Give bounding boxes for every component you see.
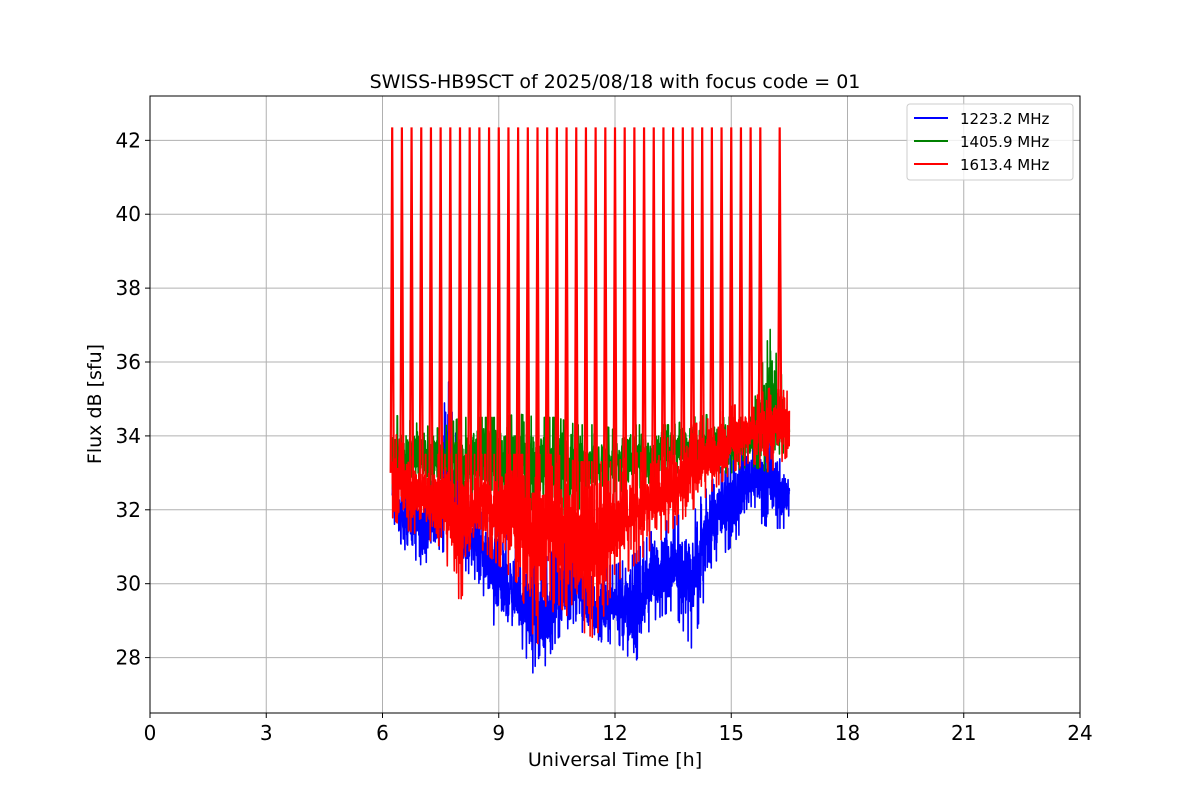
series-spike [399, 127, 405, 486]
series-spike [486, 127, 492, 506]
x-tick-label: 6 [376, 721, 389, 745]
series-spike [728, 127, 734, 440]
series-2 [389, 127, 791, 645]
x-tick-label: 9 [492, 721, 505, 745]
legend-label: 1223.2 MHz [960, 110, 1049, 128]
series-spike [612, 127, 618, 523]
series-spike [602, 127, 608, 537]
series-spike [573, 127, 579, 545]
series-spike [718, 127, 725, 447]
series-spike [476, 127, 482, 501]
series-spike [709, 127, 715, 455]
series-spike [757, 127, 763, 431]
series-spike [563, 127, 570, 537]
x-tick-label: 18 [835, 721, 860, 745]
legend-label: 1613.4 MHz [960, 156, 1049, 174]
y-tick-label: 32 [116, 498, 141, 522]
x-axis-ticks: 0 3 6 9 12 15 18 21 24 [144, 713, 1093, 745]
series-spike [505, 127, 512, 515]
series-spike [748, 127, 754, 431]
series-spike [525, 127, 531, 536]
y-tick-label: 38 [116, 276, 141, 300]
series-spike [467, 127, 473, 515]
series-spike [428, 127, 434, 498]
series-spike [631, 127, 637, 510]
x-tick-label: 15 [719, 721, 744, 745]
series-spike [641, 127, 647, 503]
x-tick-label: 0 [144, 721, 157, 745]
series-spike [457, 127, 463, 529]
series-spike [670, 127, 676, 483]
y-tick-label: 30 [116, 572, 141, 596]
series-spike [544, 127, 550, 541]
series-spike [660, 127, 667, 489]
series-spike [447, 127, 453, 515]
x-axis-label: Universal Time [h] [528, 749, 702, 771]
series-spike [622, 127, 628, 517]
series-layer [389, 127, 791, 674]
legend-label: 1405.9 MHz [960, 133, 1049, 151]
series-spike [496, 127, 502, 510]
series-spike [438, 127, 444, 501]
legend: 1223.2 MHz 1405.9 MHz 1613.4 MHz [906, 103, 1074, 181]
legend-box [906, 103, 1074, 181]
y-axis-label: Flux dB [sfu] [84, 344, 106, 464]
y-tick-label: 42 [116, 128, 141, 152]
series-spike [408, 127, 415, 491]
series-spike [593, 127, 599, 551]
y-axis-ticks: 28 30 32 34 36 38 40 42 [116, 128, 150, 670]
series-spike [777, 127, 783, 427]
series-spike [689, 127, 696, 468]
y-tick-label: 34 [116, 424, 141, 448]
y-tick-label: 40 [116, 202, 141, 226]
series-spike [583, 127, 589, 548]
x-tick-label: 24 [1067, 721, 1092, 745]
y-tick-label: 28 [116, 646, 141, 670]
series-spike [738, 127, 744, 435]
series-spike [554, 127, 560, 529]
x-tick-label: 3 [260, 721, 273, 745]
x-tick-label: 12 [602, 721, 627, 745]
chart-title: SWISS-HB9SCT of 2025/08/18 with focus co… [370, 71, 861, 93]
y-tick-label: 36 [116, 350, 141, 374]
series-spike [680, 127, 686, 475]
series-spike [651, 127, 657, 496]
x-tick-label: 21 [951, 721, 976, 745]
series-spike [515, 127, 521, 520]
series-spike [389, 127, 395, 473]
series-spike [418, 127, 424, 496]
series-spike [534, 127, 541, 553]
series-spike [699, 127, 705, 461]
